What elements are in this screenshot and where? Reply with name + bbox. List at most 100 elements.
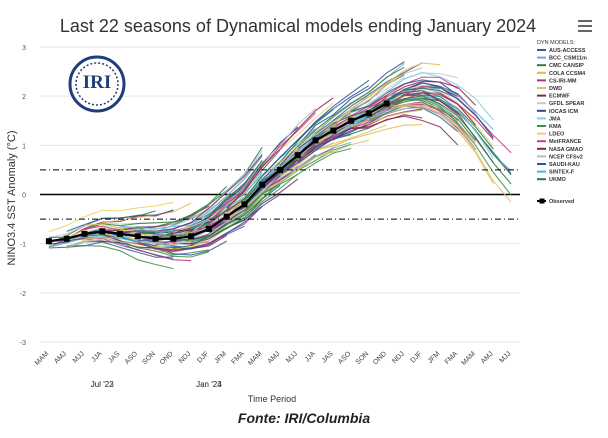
forecast-line-ukmo xyxy=(386,95,512,185)
x-tick-label: ASO xyxy=(337,350,353,366)
source-caption: Fonte: IRI/Columbia xyxy=(237,410,371,426)
x-tick-label: AMJ xyxy=(480,350,495,365)
forecast-line-saudi-kau xyxy=(261,79,370,177)
observed-point xyxy=(365,110,372,117)
x-tick-label: DJF xyxy=(410,350,424,364)
observed-point xyxy=(205,225,212,232)
legend-label: COLA CCSM4 xyxy=(549,71,586,77)
x-tick-label: AMJ xyxy=(267,350,282,365)
forecast-line-dwd xyxy=(244,139,370,211)
forecast-line-saudi-kau xyxy=(386,82,494,138)
legend-label: JMA xyxy=(549,116,561,122)
legend-label: AUS-ACCESS xyxy=(549,48,586,54)
y-tick-label: 2 xyxy=(22,94,26,101)
forecast-line-cmc-cansip xyxy=(386,98,512,176)
observed-point xyxy=(170,235,177,242)
observed-point xyxy=(294,152,301,159)
forecast-line-sintex-f xyxy=(137,187,245,230)
x-tick-label: MJJ xyxy=(498,350,512,364)
forecast-line-cs-iri-mm xyxy=(137,205,263,252)
x-tick-label: SON xyxy=(141,350,157,366)
legend-label: IOCAS ICM xyxy=(549,109,578,115)
x-axis-label: Time Period xyxy=(248,394,296,404)
x-tick-label: FMA xyxy=(444,350,460,366)
observed-point xyxy=(277,166,283,173)
y-tick-label: 3 xyxy=(22,45,26,52)
x-tick-label: MAM xyxy=(34,350,51,367)
observed-point xyxy=(152,235,159,242)
forecast-line-kma xyxy=(244,147,352,211)
forecast-line-ecmwf xyxy=(333,115,459,146)
legend-title: DYN MODELS: xyxy=(537,40,575,46)
observed-point xyxy=(188,233,195,240)
forecast-line-aus-access xyxy=(315,62,423,135)
y-tick-label: 1 xyxy=(22,143,26,150)
observed-point xyxy=(348,117,355,124)
legend-label: BCC_CSM11m xyxy=(549,56,587,62)
legend-label: NCEP CFSv2 xyxy=(549,154,583,160)
y-tick-label: -2 xyxy=(20,291,26,298)
y-tick-label: -3 xyxy=(20,340,26,347)
forecast-line-cs-iri-mm xyxy=(386,92,494,140)
y-tick-label: -1 xyxy=(20,242,26,249)
forecast-line-cs-iri-mm xyxy=(66,237,192,262)
observed-point xyxy=(330,127,337,134)
forecast-line-kma xyxy=(386,98,512,196)
observed-point xyxy=(117,230,123,237)
forecast-line-nasa-gmao xyxy=(155,154,263,232)
x-tick-label: MJJ xyxy=(72,350,86,364)
x-tick-label: NDJ xyxy=(391,350,406,365)
forecast-line-ldeo xyxy=(173,146,299,233)
observed-series xyxy=(45,100,390,245)
forecast-line-ldeo xyxy=(48,201,174,233)
forecast-line-nasa-gmao xyxy=(226,97,334,209)
forecast-line-gfdl-spear xyxy=(350,85,459,120)
legend-label: SINTEX-F xyxy=(549,170,575,176)
x-tick-label: JAS xyxy=(107,350,121,364)
x-tick-label: OND xyxy=(372,350,388,366)
x-tick-label: DJF xyxy=(196,350,210,364)
x-tick-label: OND xyxy=(159,350,175,366)
legend-label: KMA xyxy=(549,124,562,130)
legend-label: CMC CANSIP xyxy=(549,63,584,69)
year-label: Jul '23 xyxy=(91,380,114,389)
chart-title: Last 22 seasons of Dynamical models endi… xyxy=(59,16,537,36)
legend-label: SAUDI-KAU xyxy=(549,162,580,168)
forecast-line-metfrance xyxy=(332,76,459,130)
forecast-line-jma xyxy=(386,89,494,159)
observed-point xyxy=(312,137,319,144)
forecast-line-kma xyxy=(66,245,174,270)
hamburger-menu-icon[interactable] xyxy=(578,20,592,32)
forecast-line-cola-ccsm4 xyxy=(332,62,441,128)
x-tick-label: MJJ xyxy=(285,350,299,364)
observed-point xyxy=(241,201,248,208)
legend-label: UKMO xyxy=(549,177,567,183)
x-tick-label: SON xyxy=(355,350,371,366)
forecast-line-ldeo xyxy=(208,102,334,220)
x-tick-label: ASO xyxy=(124,350,140,366)
x-tick-label: NDJ xyxy=(178,350,193,365)
x-tick-label: JFM xyxy=(427,350,442,365)
logo-text: IRI xyxy=(82,72,112,93)
year-label: Jan '24 xyxy=(196,380,222,389)
x-tick-label: JJA xyxy=(90,350,103,363)
legend-label: ECMWF xyxy=(549,94,570,100)
observed-point xyxy=(45,238,52,245)
year-labels: Jul '22 Jan '23 Jul '23 Jan '24 xyxy=(91,380,222,389)
year-label: Jan '23 xyxy=(196,380,222,389)
forecast-line-dwd xyxy=(386,102,512,203)
observed-point xyxy=(63,235,70,242)
legend-label: Observed xyxy=(549,199,574,205)
legend-label: DWD xyxy=(549,86,562,92)
x-tick-label: JAS xyxy=(321,350,335,364)
observed-point xyxy=(99,228,106,235)
y-axis-ticks: 3 2 1 0 -1 -2 -3 xyxy=(20,45,26,347)
forecast-line-cmc-cansip xyxy=(297,66,405,148)
legend-label: GFDL SPEAR xyxy=(549,101,584,107)
x-tick-label: JJA xyxy=(304,350,317,363)
x-tick-label: MAM xyxy=(247,350,264,367)
y-axis-label: NINO3.4 SST Anomaly (°C) xyxy=(6,130,18,265)
observed-point xyxy=(383,100,390,107)
